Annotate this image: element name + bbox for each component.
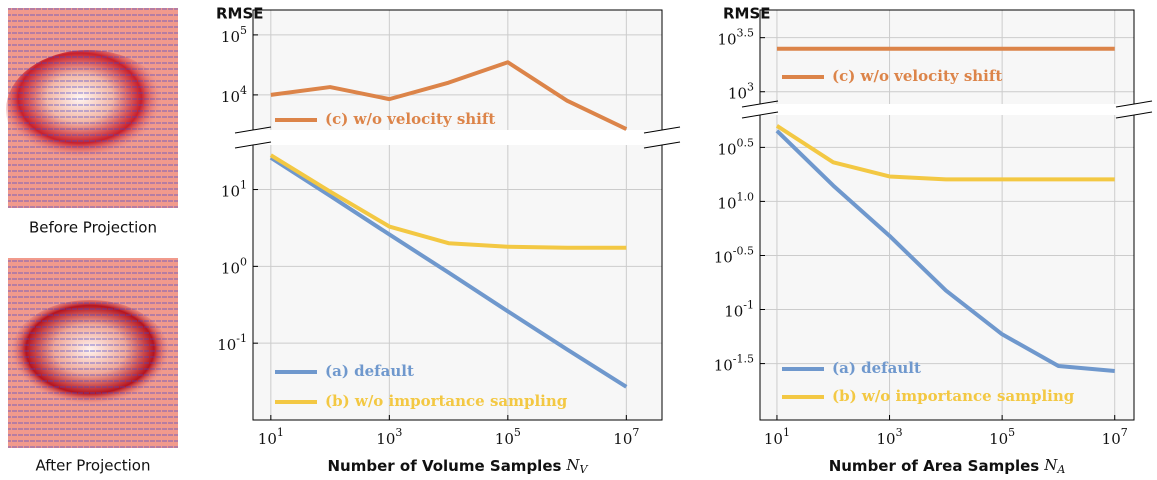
x-axis-title-part: Number of Volume Samples (328, 457, 562, 475)
caption: Before Projection (29, 219, 157, 237)
plot-background (760, 115, 1134, 420)
series-line (775, 129, 1115, 373)
x-tick-label: 103 (876, 426, 902, 448)
legend-label: (c) w/o velocity shift (832, 67, 1002, 85)
x-axis-title: Number of Area Samples NA (829, 456, 1066, 476)
y-tick-label: 103.5 (717, 27, 754, 49)
y-tick-label: 10-1 (724, 298, 754, 320)
y-tick-label: 103 (728, 81, 754, 103)
x-tick-label: 107 (613, 426, 639, 448)
x-axis-title-part: N (1043, 456, 1058, 474)
axis-break (741, 100, 779, 108)
axis-break (234, 126, 272, 134)
axis-break (741, 111, 779, 119)
axis-frame (252, 145, 663, 421)
plot-background (760, 10, 1134, 104)
axis-break (234, 141, 272, 149)
legend-label: (b) w/o importance sampling (832, 387, 1075, 405)
legend-label: (a) default (325, 362, 414, 380)
before-image (6, 8, 178, 208)
axis-frame (759, 9, 1135, 104)
axis-break (1115, 100, 1153, 108)
axis-break (643, 141, 681, 149)
y-axis-title: RMSE (216, 5, 264, 23)
x-axis-title: Number of Volume Samples NV (328, 456, 589, 476)
series-line (269, 153, 627, 250)
y-tick-label: 10-1.5 (714, 353, 754, 375)
series-line (270, 60, 628, 131)
y-tick-label: 101 (221, 179, 247, 201)
x-axis-title-part: Number of Area Samples (829, 457, 1040, 475)
legend-label: (a) default (832, 359, 921, 377)
axis-break (643, 126, 681, 134)
y-tick-label: 105 (221, 24, 247, 46)
y-tick-label: 100.5 (717, 136, 754, 158)
y-tick-label: 101.0 (717, 190, 754, 212)
x-tick-label: 105 (989, 426, 1015, 448)
x-tick-label: 101 (258, 426, 284, 448)
axis-break (1115, 111, 1153, 119)
x-tick-label: 103 (376, 426, 402, 448)
series-line (775, 124, 1115, 182)
plot-background (253, 10, 662, 130)
y-tick-label: 10-1 (217, 332, 247, 354)
x-axis-title-part: V (580, 463, 589, 476)
axis-frame (759, 115, 1135, 421)
y-tick-label: 10-0.5 (714, 244, 754, 266)
x-tick-label: 105 (495, 426, 521, 448)
x-tick-label: 107 (1102, 426, 1128, 448)
caption: After Projection (36, 457, 151, 475)
axis-frame (252, 9, 663, 130)
series-line (269, 155, 628, 389)
y-axis-title: RMSE (723, 5, 771, 23)
legend-label: (c) w/o velocity shift (325, 110, 495, 128)
x-axis-title-part: N (565, 456, 580, 474)
x-tick-label: 101 (764, 426, 790, 448)
after-image (8, 258, 178, 448)
x-axis-title-part: A (1056, 463, 1065, 476)
y-tick-label: 100 (221, 255, 247, 277)
legend-label: (b) w/o importance sampling (325, 392, 568, 410)
y-tick-label: 104 (221, 84, 247, 106)
